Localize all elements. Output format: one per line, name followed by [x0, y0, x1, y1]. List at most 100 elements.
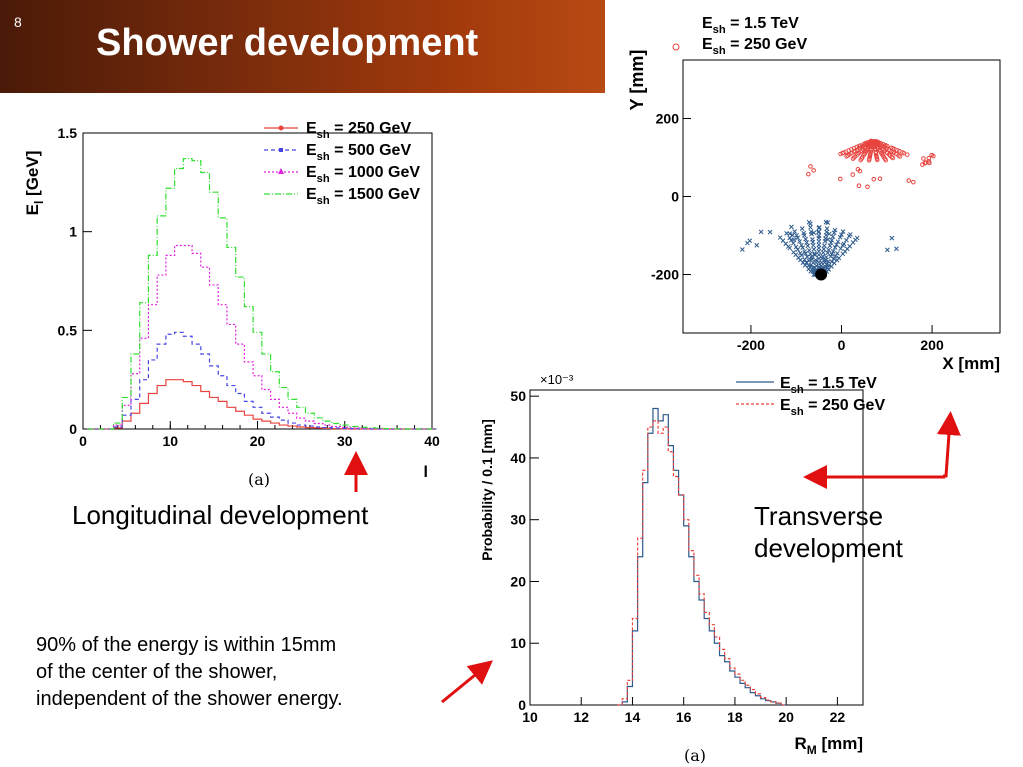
- scatter-point: [797, 239, 802, 244]
- scatter-point: [808, 164, 813, 169]
- scatter-point: [837, 234, 843, 240]
- scatter-point: [747, 238, 753, 244]
- y-tick-label: 1.5: [58, 125, 78, 141]
- legend-marker: [672, 43, 680, 51]
- scatter-point: [889, 235, 895, 241]
- scatter-point: [777, 235, 783, 240]
- scatter-point: [850, 172, 856, 177]
- scatter-point: [831, 230, 837, 236]
- x-tick-label: 10: [522, 709, 538, 725]
- plot-frame: [682, 59, 1001, 334]
- scatter-point: [906, 178, 912, 183]
- scatter-point: [816, 252, 822, 258]
- scatter-point: [854, 235, 860, 241]
- scatter-point: [801, 230, 807, 236]
- scatter-point: [805, 243, 811, 249]
- scatter-point: [929, 152, 934, 158]
- x-tick-label: -200: [737, 337, 765, 353]
- scatter-point: [829, 237, 835, 243]
- legend-entry: Esh = 1000 GeV: [306, 164, 420, 185]
- x-tick-label: 40: [424, 433, 440, 449]
- slide-title: Shower development: [96, 22, 479, 64]
- scatter-point: [836, 255, 842, 261]
- scatter-point: [844, 154, 849, 159]
- y-tick-label: 30: [510, 512, 526, 528]
- x-tick-label: 0: [838, 337, 846, 353]
- scatter-point: [865, 184, 870, 190]
- scatter-point: [830, 249, 836, 254]
- scatter-point: [847, 243, 853, 249]
- series-line: [87, 158, 437, 430]
- legend-entry: Esh = 250 GeV: [306, 120, 411, 141]
- x-tick-label: 30: [337, 433, 353, 449]
- y-tick-label: 200: [656, 111, 680, 127]
- scatter-point: [802, 257, 807, 262]
- y-tick-label: 40: [510, 450, 526, 466]
- scatter-point: [792, 229, 798, 234]
- scatter-point: [851, 155, 857, 160]
- longitudinal-caption: Longitudinal development: [72, 500, 369, 530]
- scatter-point: [921, 156, 926, 161]
- scatter-point: [875, 157, 880, 163]
- series-line: [87, 379, 437, 430]
- x-axis-label: RM [mm]: [794, 734, 863, 757]
- scatter-point: [791, 249, 796, 255]
- legend-entry: Esh = 1500 GeV: [306, 186, 420, 207]
- scatter-point: [873, 151, 879, 156]
- transverse-caption-line: Transverse: [754, 501, 884, 531]
- legend-marker: [279, 148, 283, 152]
- scatter-point: [793, 244, 799, 250]
- scatter-point: [840, 229, 846, 234]
- scatter-point: [856, 143, 862, 149]
- scatter-point: [787, 231, 793, 236]
- legend-entry: Esh = 1.5 TeV: [780, 375, 877, 396]
- scatter-point: [827, 231, 832, 237]
- scatter-point: [850, 156, 856, 161]
- scatter-point: [837, 176, 843, 182]
- plot-frame: [529, 389, 864, 706]
- scatter-point: [739, 247, 745, 252]
- energy-note-line: of the center of the shower,: [36, 661, 278, 683]
- x-axis-label: X [mm]: [942, 354, 1000, 373]
- y-axis-label: Y [mm]: [627, 50, 647, 111]
- scatter-point: [877, 176, 883, 182]
- series-line: [87, 331, 437, 430]
- subfigure-label-a-left: (a): [248, 470, 271, 489]
- scatter-point: [823, 219, 829, 225]
- scatter-point: [890, 155, 896, 161]
- scatter-point: [758, 229, 764, 235]
- scatter-point: [825, 258, 831, 264]
- subfigure-label-a-bottom: (a): [684, 746, 707, 765]
- scatter-point: [856, 183, 862, 189]
- scatter-point: [927, 160, 932, 166]
- x-tick-label: 16: [676, 709, 692, 725]
- x-tick-label: 200: [920, 337, 944, 353]
- legend-entry: Esh = 500 GeV: [306, 142, 411, 163]
- scatter-point: [812, 251, 817, 256]
- scatter-point: [806, 258, 812, 263]
- moliere-radius-chart: 10 12 14 16 18 20 2201020304050×10⁻³Probabilit…: [479, 372, 885, 757]
- x-tick-label: 0: [79, 433, 87, 449]
- scatter-point: [811, 246, 817, 252]
- scatter-point: [812, 252, 818, 258]
- scatter-point: [820, 253, 826, 259]
- scatter-point: [832, 227, 838, 233]
- x-tick-label: 20: [250, 433, 266, 449]
- legend-entry: Esh = 250 GeV: [702, 36, 807, 57]
- scatter-point: [885, 247, 890, 253]
- series-line: [617, 407, 787, 706]
- y-tick-label: 10: [510, 635, 526, 651]
- scatter-point: [811, 168, 816, 173]
- scatter-point: [829, 251, 835, 257]
- scatter-point: [806, 266, 812, 272]
- scatter-point: [886, 152, 892, 157]
- scatter-point: [834, 242, 839, 247]
- y-tick-label: 0: [518, 697, 526, 713]
- scatter-point: [841, 241, 847, 247]
- scatter-point: [823, 254, 829, 260]
- y-tick-label: 1: [69, 224, 77, 240]
- longitudinal-chart: 0 10 20 30 40 0 0.5 1 1.5 l El [GeV] Esh = 250 GeV…: [23, 120, 440, 480]
- scatter-point: [767, 229, 773, 235]
- transverse-caption: Transverse development: [754, 500, 903, 564]
